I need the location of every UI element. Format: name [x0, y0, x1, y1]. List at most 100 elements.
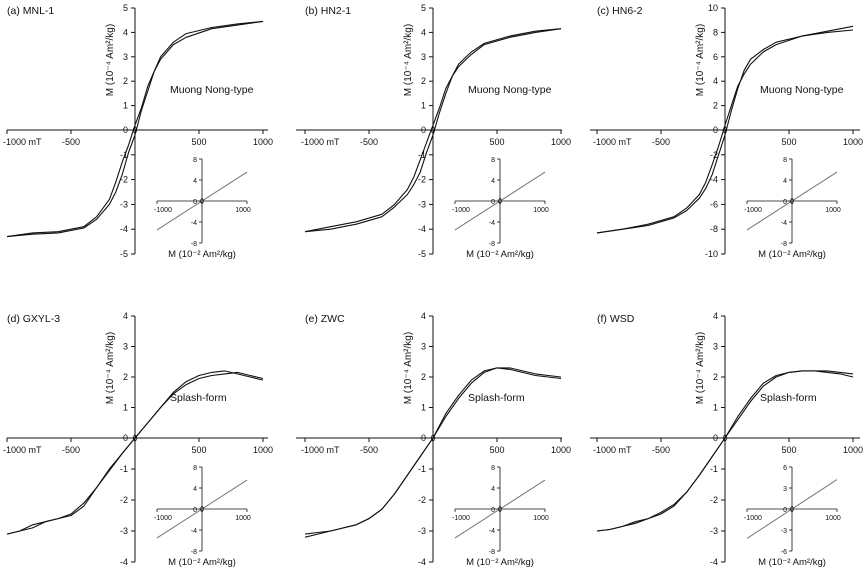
x-tick-label: -1000 mT	[3, 137, 42, 147]
y-tick-label: -2	[710, 150, 718, 160]
inset-y-tick-label: 8	[193, 465, 197, 472]
y-tick-label: 4	[123, 27, 128, 37]
inset-x-tick-label: -1000	[154, 207, 172, 214]
y-tick-label: -4	[418, 557, 426, 567]
origin-marker	[723, 434, 728, 442]
y-tick-label: -4	[120, 224, 128, 234]
inset-5: -1000 1000 -6 -3 3 6 0 M (10⁻² Am²/kg)	[744, 465, 841, 568]
panel-annotation: Muong Nong-type	[170, 84, 254, 96]
y-tick-label: -4	[120, 557, 128, 567]
x-tick-label: -500	[360, 445, 378, 455]
loop-branch-ascending	[304, 28, 562, 233]
inset-y-tick-label: 8	[491, 157, 495, 164]
y-tick-label: 2	[713, 372, 718, 382]
inset-x-tick-label: 1000	[235, 207, 251, 214]
y-tick-label: 1	[123, 101, 128, 111]
origin-marker	[430, 126, 435, 134]
y-tick-label: 4	[713, 76, 718, 86]
inset-2: -1000 1000 -8 -4 4 8 0 M (10⁻² Am²/kg)	[744, 157, 841, 260]
panel-3: -1000 mT -500 500 1000 -4 -3 -2 -1 0 1 2 3 4 M (10⁻⁴ …	[3, 311, 273, 568]
inset-y-tick-label: 8	[491, 465, 495, 472]
y-tick-label: -4	[710, 557, 718, 567]
inset-origin-label: 0	[491, 507, 495, 514]
inset-origin-marker	[498, 198, 502, 204]
inset-x-tick-label: 1000	[533, 515, 549, 522]
y-tick-label: -1	[120, 464, 128, 474]
y-tick-label: -3	[710, 526, 718, 536]
inset-origin-label: 0	[783, 199, 787, 206]
y-tick-label: 0	[713, 125, 718, 135]
y-axis-label: M (10⁻⁴ Am²/kg)	[403, 332, 414, 404]
x-tick-label: 1000	[253, 445, 273, 455]
panel-2: -1000 mT -500 500 1000 -10 -8 -6 -4 -2 0 2 4 6 8 10 M (…	[590, 3, 863, 260]
y-tick-label: -2	[418, 495, 426, 505]
y-tick-label: 3	[713, 342, 718, 352]
y-tick-label: 2	[123, 372, 128, 382]
x-tick-label: -500	[360, 137, 378, 147]
x-tick-label: -500	[652, 137, 670, 147]
loop-branch-descending	[304, 367, 562, 535]
y-tick-label: 5	[421, 3, 426, 13]
inset-y-tick-label: -3	[781, 528, 787, 535]
y-axis-label: M (10⁻⁴ Am²/kg)	[695, 24, 706, 96]
y-tick-label: -6	[710, 199, 718, 209]
panel-annotation: Splash-form	[468, 392, 525, 404]
inset-origin-marker	[200, 198, 204, 204]
inset-1: -1000 1000 -8 -4 4 8 0 M (10⁻² Am²/kg)	[452, 157, 549, 260]
y-tick-label: -2	[710, 495, 718, 505]
inset-y-tick-label: -4	[489, 220, 495, 227]
y-axis-label: M (10⁻⁴ Am²/kg)	[403, 24, 414, 96]
inset-y-axis-label: M (10⁻² Am²/kg)	[466, 249, 534, 260]
inset-origin-marker	[790, 198, 794, 204]
inset-line	[746, 479, 838, 539]
y-tick-label: 1	[713, 403, 718, 413]
inset-line	[454, 479, 546, 539]
inset-origin-label: 0	[193, 199, 197, 206]
y-tick-label: 2	[713, 101, 718, 111]
x-tick-label: -500	[62, 137, 80, 147]
origin-marker	[132, 126, 137, 134]
inset-y-tick-label: -8	[489, 549, 495, 556]
inset-x-tick-label: 1000	[825, 515, 841, 522]
panel-0: -1000 mT -500 500 1000 -5 -4 -3 -2 -1 0 1 2 3 4 5 M (10…	[3, 3, 273, 260]
panel-label: (d) GXYL-3	[7, 313, 60, 325]
x-tick-label: 500	[191, 445, 206, 455]
y-tick-label: 4	[713, 311, 718, 321]
y-tick-label: 3	[421, 342, 426, 352]
origin-marker	[132, 434, 137, 442]
inset-y-tick-label: 3	[783, 486, 787, 493]
y-tick-label: 3	[421, 52, 426, 62]
inset-y-tick-label: 4	[491, 486, 495, 493]
inset-y-tick-label: -6	[781, 549, 787, 556]
y-tick-label: 4	[123, 311, 128, 321]
y-tick-label: 2	[421, 372, 426, 382]
x-tick-label: -500	[62, 445, 80, 455]
y-tick-label: -3	[418, 199, 426, 209]
inset-line	[454, 171, 546, 231]
y-tick-label: 0	[123, 433, 128, 443]
y-tick-label: 1	[421, 101, 426, 111]
panel-label: (a) MNL-1	[7, 5, 54, 17]
inset-3: -1000 1000 -8 -4 4 8 0 M (10⁻² Am²/kg)	[154, 465, 251, 568]
x-tick-label: 1000	[253, 137, 273, 147]
inset-x-tick-label: -1000	[452, 207, 470, 214]
loop-branch-descending	[596, 370, 854, 532]
panel-label: (f) WSD	[597, 313, 635, 325]
inset-x-tick-label: -1000	[452, 515, 470, 522]
inset-y-axis-label: M (10⁻² Am²/kg)	[466, 557, 534, 568]
panel-label: (e) ZWC	[305, 313, 345, 325]
y-tick-label: 2	[123, 76, 128, 86]
inset-y-tick-label: 8	[193, 157, 197, 164]
inset-origin-label: 0	[491, 199, 495, 206]
inset-y-tick-label: 6	[783, 465, 787, 472]
x-tick-label: -1000 mT	[593, 445, 632, 455]
inset-4: -1000 1000 -8 -4 4 8 0 M (10⁻² Am²/kg)	[452, 465, 549, 568]
y-tick-label: 8	[713, 27, 718, 37]
y-tick-label: 5	[123, 3, 128, 13]
inset-x-tick-label: -1000	[744, 207, 762, 214]
inset-0: -1000 1000 -8 -4 4 8 0 M (10⁻² Am²/kg)	[154, 157, 251, 260]
inset-y-tick-label: 4	[783, 178, 787, 185]
loop-branch-ascending	[596, 25, 854, 234]
inset-x-tick-label: -1000	[154, 515, 172, 522]
